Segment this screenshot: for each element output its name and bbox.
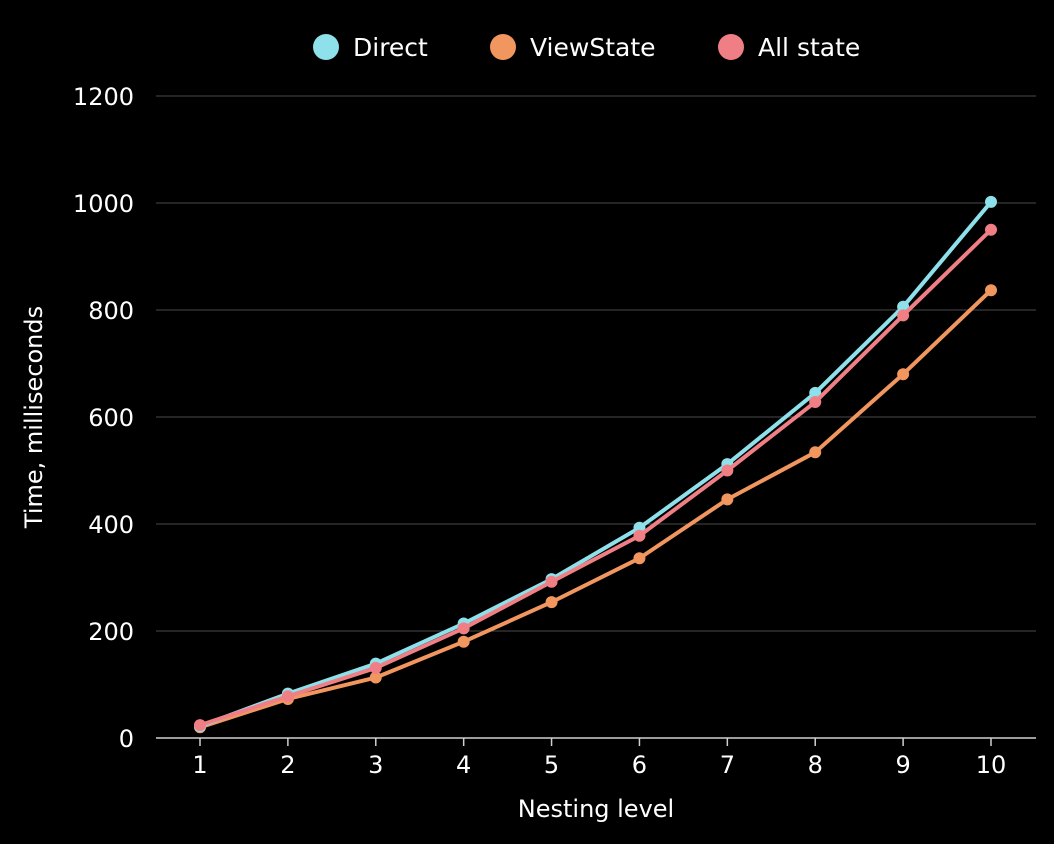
y-tick-label: 1000 — [73, 190, 134, 218]
data-point-all-state — [897, 309, 910, 322]
data-point-viewstate — [369, 671, 382, 684]
series-line-all-state — [198, 227, 993, 728]
series-line-direct — [198, 199, 993, 729]
legend: Direct ViewState All state — [313, 33, 860, 62]
x-tick-label: 10 — [976, 751, 1007, 779]
data-point-all-state — [369, 661, 382, 674]
data-point-direct — [809, 386, 822, 399]
x-tick-label: 3 — [368, 751, 383, 779]
legend-swatch — [490, 34, 516, 60]
data-point-all-state — [281, 690, 294, 703]
y-tick-label: 600 — [88, 404, 134, 432]
legend-item-viewstate: ViewState — [490, 33, 656, 62]
legend-item-direct: Direct — [313, 33, 428, 62]
data-point-viewstate — [897, 368, 910, 381]
legend-swatch — [313, 34, 339, 60]
series-lines — [194, 195, 997, 734]
data-point-viewstate — [721, 493, 734, 506]
axes: 0 200 400 600 800 1000 1200 1 2 3 4 5 6 7 8 9 10 — [73, 83, 1036, 779]
data-point-all-state — [633, 529, 646, 542]
legend-label: All state — [758, 33, 860, 62]
x-tick-label: 6 — [632, 751, 647, 779]
series-all-state — [194, 223, 997, 732]
y-axis-title: Time, milliseconds — [20, 306, 48, 529]
data-point-all-state — [809, 396, 822, 409]
y-tick-label: 200 — [88, 618, 134, 646]
data-point-all-state — [721, 464, 734, 477]
x-tick-label: 1 — [192, 751, 207, 779]
data-point-all-state — [194, 719, 206, 732]
data-point-all-state — [457, 622, 470, 635]
x-tick-label: 2 — [280, 751, 295, 779]
data-point-viewstate — [809, 446, 822, 459]
y-tick-label: 800 — [88, 297, 134, 325]
data-point-direct — [985, 195, 997, 208]
x-tick-label: 7 — [720, 751, 735, 779]
y-tick-label: 400 — [88, 511, 134, 539]
x-tick-label: 4 — [456, 751, 471, 779]
x-tick-label: 5 — [544, 751, 559, 779]
data-point-all-state — [545, 575, 558, 588]
x-axis-title: Nesting level — [518, 795, 674, 823]
data-point-all-state — [985, 223, 997, 236]
y-tick-label: 1200 — [73, 83, 134, 111]
data-point-viewstate — [457, 635, 470, 648]
x-tick-label: 9 — [895, 751, 910, 779]
legend-label: Direct — [353, 33, 428, 62]
data-point-viewstate — [633, 552, 646, 565]
legend-label: ViewState — [530, 33, 656, 62]
gridlines — [156, 95, 1036, 632]
data-point-viewstate — [985, 284, 997, 297]
series-line-viewstate — [198, 288, 993, 730]
data-point-viewstate — [545, 596, 558, 609]
legend-swatch — [718, 34, 744, 60]
y-tick-label: 0 — [119, 725, 134, 753]
legend-item-all-state: All state — [718, 33, 860, 62]
x-tick-label: 8 — [808, 751, 823, 779]
